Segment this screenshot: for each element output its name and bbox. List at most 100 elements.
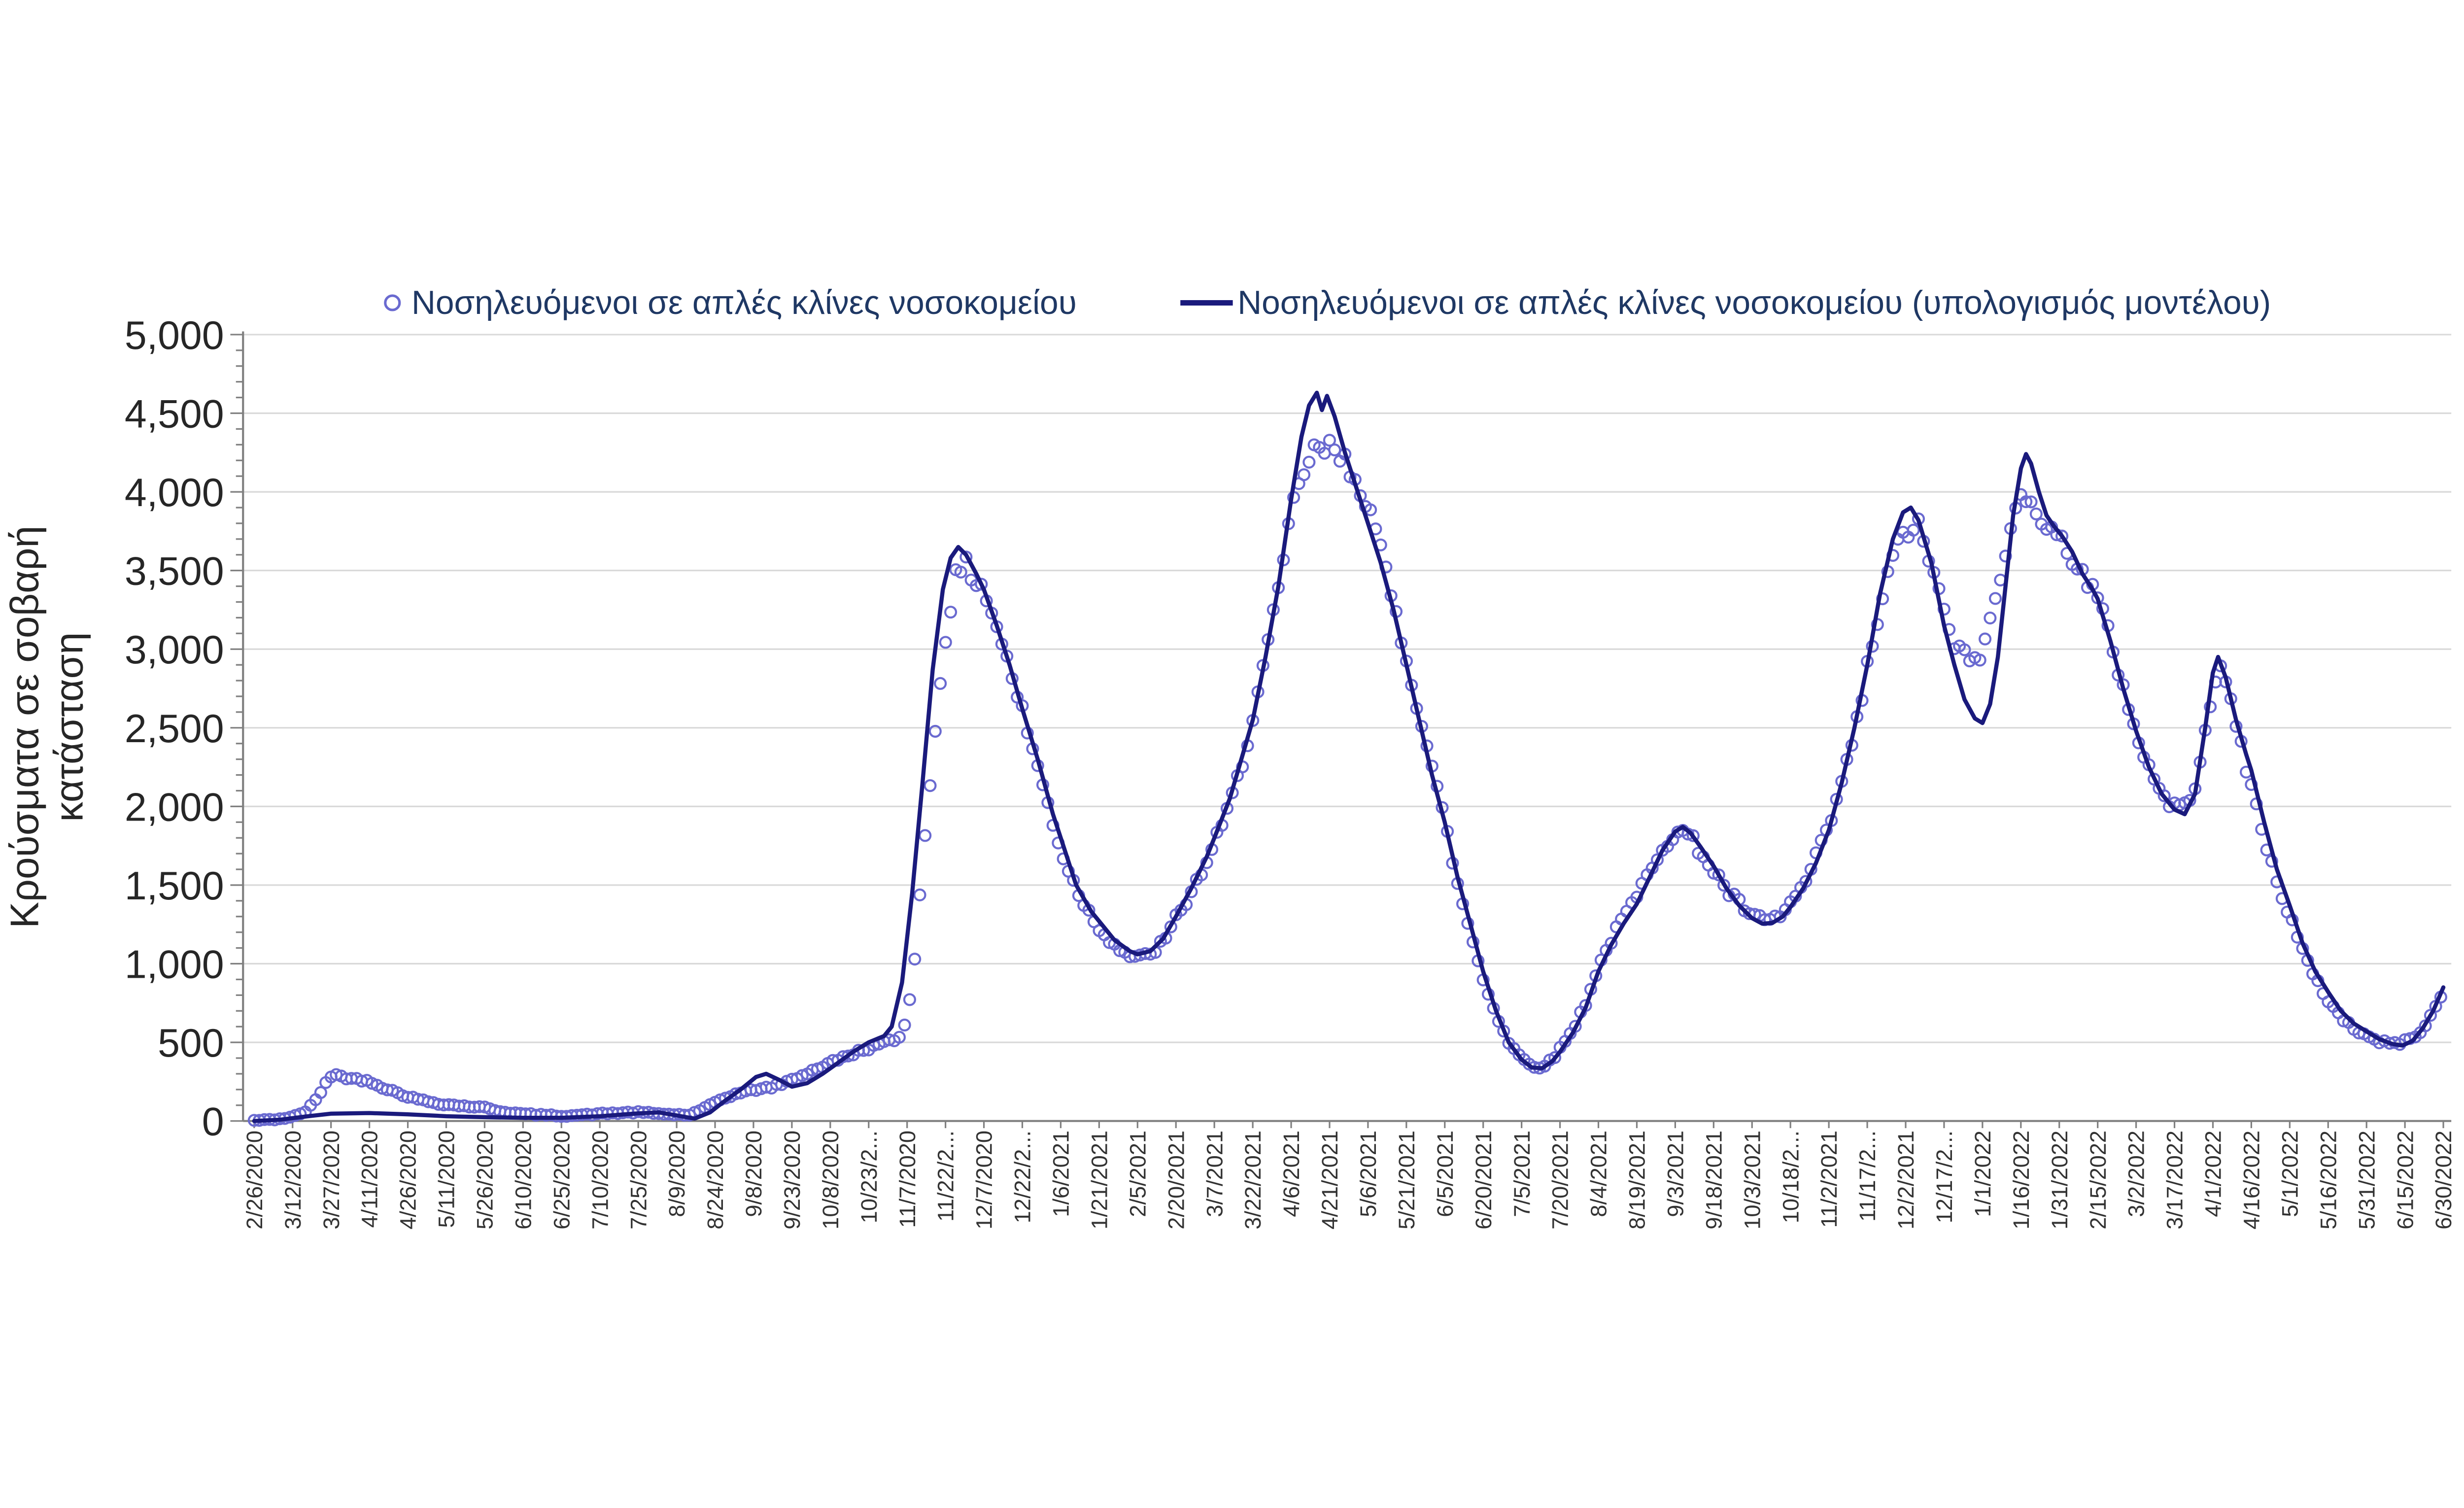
x-tick-label: 5/31/2022 <box>2354 1131 2379 1230</box>
x-tick-label: 4/11/2020 <box>357 1131 382 1228</box>
data-point <box>1973 653 1986 667</box>
data-point <box>928 724 942 738</box>
data-point <box>898 1018 911 1032</box>
data-point <box>1984 611 1997 625</box>
data-point <box>2029 507 2043 520</box>
x-tick-label: 12/17/2... <box>1932 1131 1957 1223</box>
x-tick-label: 11/7/2020 <box>895 1131 920 1228</box>
x-tick-label: 6/15/2022 <box>2393 1131 2418 1230</box>
legend-label-model: Νοσηλευόμενοι σε απλές κλίνες νοσοκομείο… <box>1237 284 2271 321</box>
x-tick-label: 9/23/2020 <box>780 1131 805 1230</box>
y-tick-label: 2,500 <box>125 707 224 751</box>
data-point <box>913 888 926 902</box>
axes <box>230 331 2452 1129</box>
model-line-series <box>252 390 2446 1123</box>
data-point <box>892 1030 906 1044</box>
x-tick-label: 1/21/2021 <box>1087 1131 1112 1230</box>
data-point <box>2019 495 2033 509</box>
x-tick-label: 11/17/2... <box>1855 1131 1880 1222</box>
y-tick-label: 2,000 <box>125 785 224 829</box>
axis-labels: 0 500 1,000 1,500 2,000 2,500 3,000 3,500 4,000 4… <box>125 313 2456 1230</box>
x-tick-label: 10/8/2020 <box>818 1131 843 1230</box>
y-tick-label: 3,500 <box>125 549 224 594</box>
y-tick-label: 4,500 <box>125 392 224 437</box>
y-tick-label: 1,500 <box>125 864 224 908</box>
x-tick-label: 7/10/2020 <box>587 1131 613 1230</box>
x-tick-label: 9/8/2020 <box>741 1131 766 1217</box>
data-point <box>2055 529 2069 543</box>
x-tick-label: 10/3/2021 <box>1740 1131 1765 1230</box>
y-tick-label: 1,000 <box>125 943 224 987</box>
data-point <box>1978 632 1992 646</box>
x-tick-label: 5/26/2020 <box>473 1131 498 1230</box>
x-tick-label: 8/24/2020 <box>703 1131 728 1230</box>
x-tick-label: 5/1/2022 <box>2277 1131 2302 1217</box>
x-tick-label: 5/6/2021 <box>1356 1131 1381 1217</box>
x-tick-label: 9/3/2021 <box>1663 1131 1688 1217</box>
data-point <box>1712 868 1725 882</box>
data-point <box>1988 592 2002 605</box>
scatter-series <box>247 434 2447 1127</box>
x-tick-label: 4/26/2020 <box>396 1131 421 1230</box>
data-point <box>1548 1051 1562 1064</box>
x-tick-label: 6/5/2021 <box>1433 1131 1458 1217</box>
legend-scatter-marker-icon <box>384 294 401 311</box>
x-tick-label: 4/1/2022 <box>2201 1131 2226 1217</box>
x-tick-label: 1/6/2021 <box>1049 1131 1074 1217</box>
y-tick-label: 5,000 <box>125 313 224 358</box>
x-tick-label: 6/30/2022 <box>2431 1131 2456 1230</box>
x-tick-label: 3/2/2022 <box>2124 1131 2149 1217</box>
legend-label-actual: Νοσηλευόμενοι σε απλές κλίνες νοσοκομείο… <box>411 284 1077 321</box>
x-tick-label: 2/5/2021 <box>1125 1131 1150 1217</box>
data-point <box>959 550 973 564</box>
x-tick-label: 10/23/2... <box>856 1131 882 1223</box>
gridlines <box>243 334 2452 1043</box>
x-tick-label: 2/15/2022 <box>2086 1131 2111 1230</box>
data-point <box>1958 643 1971 656</box>
x-tick-label: 3/17/2022 <box>2162 1131 2188 1230</box>
data-point <box>1686 829 1700 842</box>
x-tick-label: 2/20/2021 <box>1164 1131 1189 1230</box>
data-point <box>934 677 947 690</box>
x-tick-label: 1/1/2022 <box>1970 1131 1995 1217</box>
x-tick-label: 12/22/2... <box>1010 1131 1035 1223</box>
data-point <box>1323 434 1336 447</box>
x-tick-label: 3/12/2020 <box>280 1131 306 1230</box>
x-tick-label: 6/20/2021 <box>1471 1131 1496 1230</box>
x-tick-label: 6/10/2020 <box>511 1131 536 1230</box>
data-point <box>842 1049 855 1062</box>
data-point <box>908 953 922 966</box>
data-point <box>924 779 937 792</box>
x-tick-label: 12/7/2020 <box>972 1131 997 1230</box>
data-point <box>954 565 967 579</box>
data-point <box>1302 455 1316 469</box>
x-tick-label: 7/25/2020 <box>626 1131 651 1230</box>
x-tick-label: 5/16/2022 <box>2316 1131 2341 1230</box>
x-tick-label: 5/11/2020 <box>434 1131 459 1228</box>
model-line <box>252 390 2446 1123</box>
y-tick-label: 3,000 <box>125 628 224 672</box>
x-tick-label: 11/2/2021 <box>1816 1131 1842 1228</box>
data-point <box>1907 523 1920 537</box>
x-tick-label: 8/19/2021 <box>1625 1131 1650 1230</box>
y-tick-label: 4,000 <box>125 471 224 515</box>
x-tick-label: 7/5/2021 <box>1509 1131 1535 1217</box>
x-tick-label: 4/21/2021 <box>1317 1131 1342 1230</box>
data-point <box>1328 443 1341 457</box>
y-axis-title-line2: κατάσταση <box>47 632 92 822</box>
y-tick-label: 500 <box>158 1021 224 1065</box>
data-point <box>1297 468 1311 481</box>
data-point <box>975 578 988 591</box>
x-tick-label: 5/21/2021 <box>1394 1131 1419 1230</box>
x-tick-label: 8/9/2020 <box>664 1131 689 1217</box>
x-tick-label: 9/18/2021 <box>1701 1131 1726 1230</box>
x-tick-label: 4/6/2021 <box>1279 1131 1304 1217</box>
data-point <box>944 606 958 619</box>
data-point <box>314 1086 327 1099</box>
x-tick-label: 1/31/2022 <box>2047 1131 2072 1230</box>
data-point <box>2157 789 2171 802</box>
legend: Νοσηλευόμενοι σε απλές κλίνες νοσοκομείο… <box>384 284 2271 321</box>
x-tick-label: 6/25/2020 <box>549 1131 574 1230</box>
x-tick-label: 3/7/2021 <box>1202 1131 1227 1217</box>
